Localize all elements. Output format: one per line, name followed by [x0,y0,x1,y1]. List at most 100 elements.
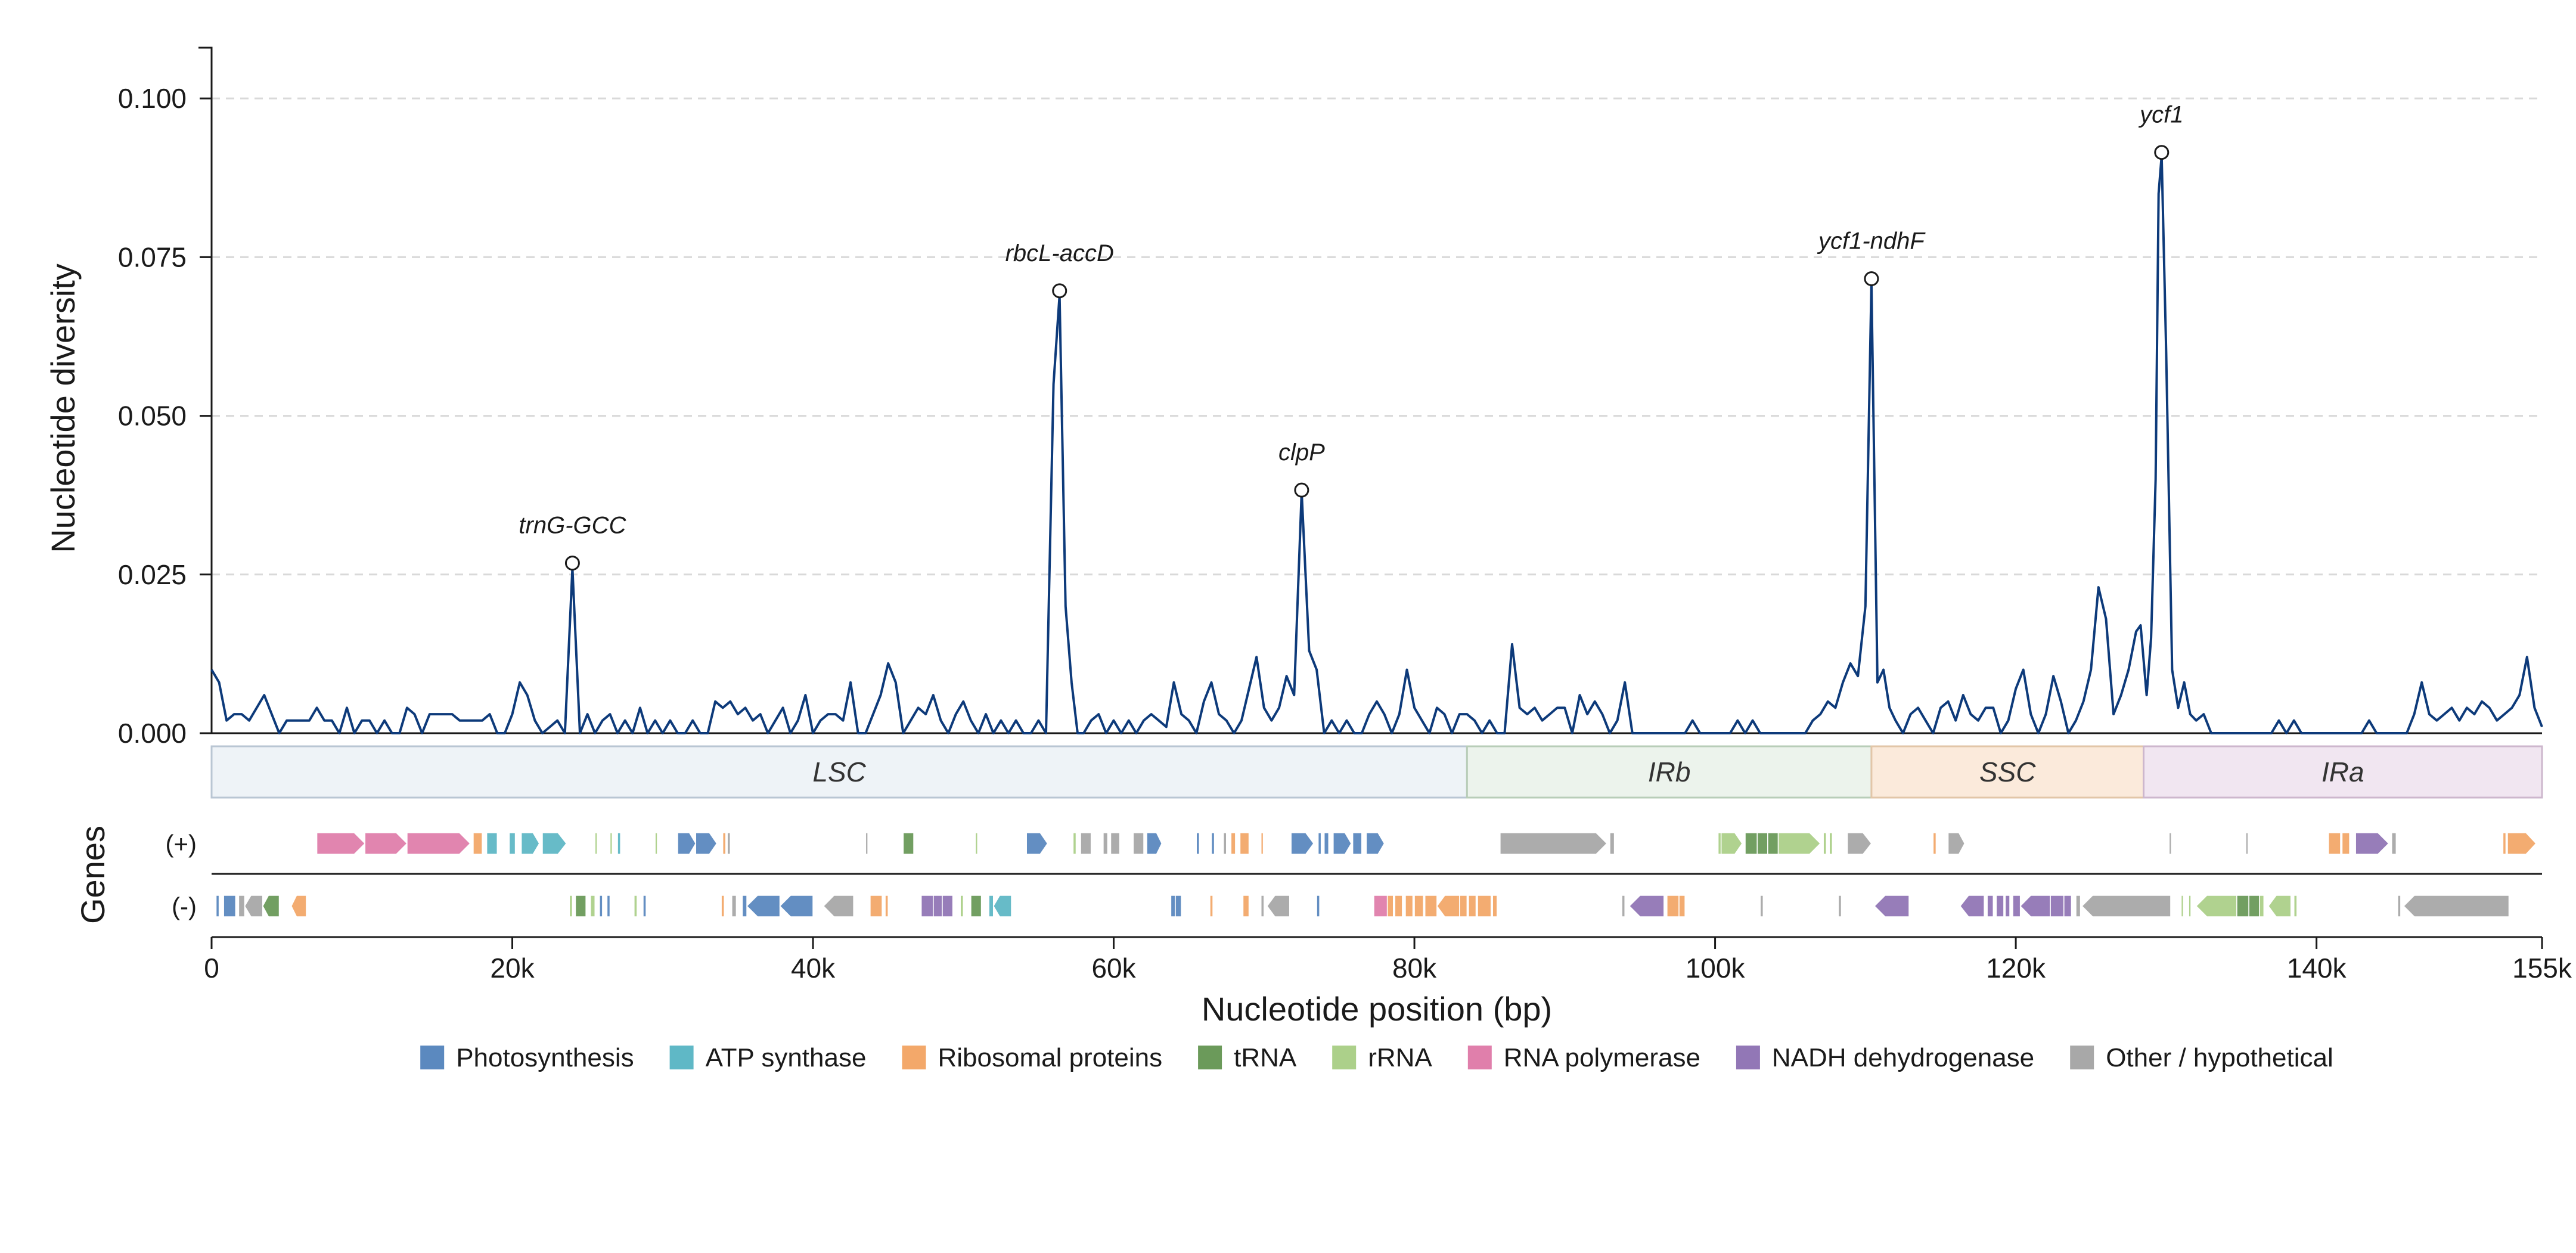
gene-feature [599,895,603,917]
gene-feature [695,832,718,855]
gene-feature [1995,895,2004,917]
gene-feature [364,832,408,855]
legend-item: tRNA [1198,1043,1297,1072]
gene-feature [1394,895,1403,917]
x-tick-label: 100k [1686,953,1746,984]
strand-label-plus: (+) [166,830,197,858]
x-tick-label: 120k [1986,953,2046,984]
legend-item: NADH dehydrogenase [1736,1043,2034,1072]
gene-feature [223,895,237,917]
gene-feature [1209,895,1213,917]
gene-feature [992,895,1012,917]
gene-feature [1414,895,1424,917]
peak-label: ycf1 [2138,102,2183,128]
region-label: IRa [2321,756,2364,787]
x-axis-title: Nucleotide position (bp) [1202,990,1552,1028]
x-tick-label: 140k [2287,953,2347,984]
gene-feature [1492,895,1498,917]
gene-feature [2397,895,2401,917]
peak-marker [1294,482,1309,498]
gene-feature [933,895,943,917]
gene-feature [1196,832,1200,855]
gene-feature [1317,832,1322,855]
gene-feature [473,832,483,855]
y-axis-ticks: 0.000 0.025 0.050 0.075 0.100 [118,83,212,749]
gene-feature [634,895,638,917]
legend-label: RNA polymerase [1504,1043,1700,1072]
gene-feature [262,895,280,917]
gene-feature [823,895,854,917]
gene-feature [1678,895,1686,917]
gene-feature [1846,832,1872,855]
legend-item: rRNA [1332,1043,1432,1072]
gene-feature [2267,895,2292,917]
x-axis-ticks: 0 20k 40k 60k 80k 100k 120k 140k 155k [204,937,2572,984]
gene-feature [1405,895,1414,917]
gene-feature [2004,895,2010,917]
gene-tracks [215,832,2537,917]
gene-feature [1932,832,1937,855]
peak-marker [1052,283,1067,299]
gene-feature [1759,895,1764,917]
gene-feature [575,895,586,917]
gene-feature [1365,832,1385,855]
region-band [1870,745,2145,799]
legend-swatch [669,1046,694,1069]
gene-feature [2403,895,2510,917]
gene-feature [1745,832,1758,855]
gene-feature [617,832,621,855]
gene-feature [731,895,737,917]
gene-feature [1767,832,1779,855]
gene-feature [2081,895,2171,917]
gene-feature [1146,832,1163,855]
gene-feature [970,895,982,917]
strand-label-minus: (-) [172,892,197,920]
gene-feature [1386,895,1394,917]
gene-feature [2063,895,2072,917]
gene-feature [1873,895,1910,917]
gene-feature [1222,832,1227,855]
gene-feature [2245,832,2249,855]
legend-label: Ribosomal proteins [938,1043,1163,1072]
gene-feature [2391,832,2397,855]
gene-feature [2248,895,2260,917]
gene-feature [870,895,883,917]
gene-feature [508,832,516,855]
gene-feature [1838,895,1842,917]
gene-feature [1175,895,1182,917]
gene-feature [2188,895,2192,917]
gene-feature [1468,895,1477,917]
gene-feature [1261,895,1265,917]
gene-feature [2012,895,2021,917]
region-label: IRb [1648,756,1691,787]
gene-feature [1110,832,1121,855]
gene-feature [677,832,697,855]
gene-feature [520,832,540,855]
legend-label: rRNA [1368,1043,1432,1072]
legend-label: NADH dehydrogenase [1772,1043,2034,1072]
gene-feature [569,895,573,917]
peak-marker [1864,271,1879,287]
gene-feature [1609,832,1615,855]
gene-feature [920,895,934,917]
gene-feature [1777,832,1821,855]
gene-feature [406,832,471,855]
x-tick-label: 155k [2512,953,2572,984]
gene-feature [2180,895,2184,917]
gene-feature [988,895,994,917]
gene-feature [2293,895,2298,917]
gene-feature [1242,895,1250,917]
gene-feature [1352,832,1363,855]
legend-item: RNA polymerase [1467,1043,1700,1072]
legend-label: Photosynthesis [456,1043,634,1072]
gene-feature [960,895,964,917]
legend-item: Ribosomal proteins [902,1043,1163,1072]
gene-feature [1959,895,1985,917]
gene-feature [2075,895,2081,917]
peak-label: trnG-GCC [519,513,626,539]
y-tick-label: 0.100 [118,83,187,114]
peak-marker [2154,145,2170,160]
region-band [210,745,1468,799]
gene-feature [721,895,725,917]
